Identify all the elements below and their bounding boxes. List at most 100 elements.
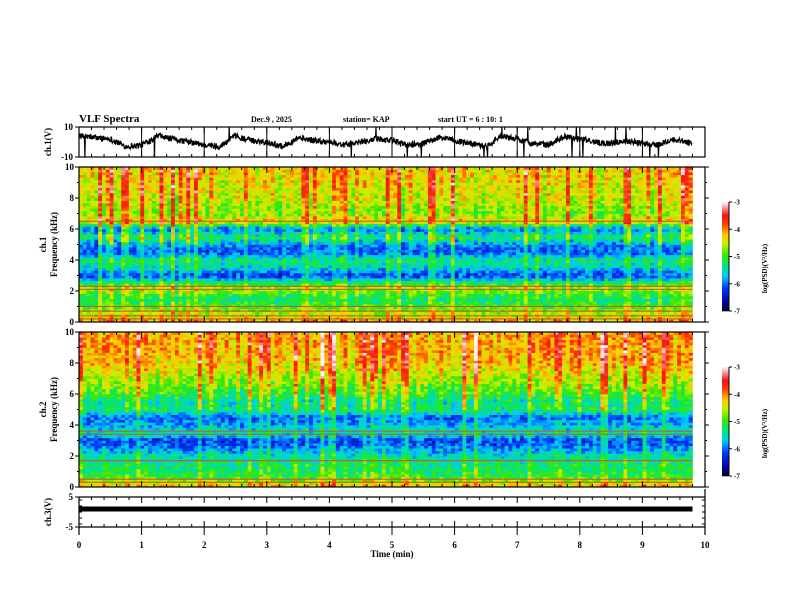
spectrogram-cell [86, 169, 91, 173]
spectrogram-cell [128, 205, 133, 209]
spectrogram-cell [205, 293, 210, 297]
spectrogram-cell [136, 272, 141, 276]
spectrogram-cell [144, 283, 149, 287]
spectrogram-cell [182, 231, 187, 235]
spectrogram-cell [270, 192, 275, 196]
spectrogram-cell [278, 239, 283, 243]
spectrogram-cell [286, 172, 291, 176]
spectrogram-cell [90, 283, 95, 287]
spectrogram-cell [247, 198, 252, 201]
spectrogram-cell [240, 285, 245, 289]
spectrogram-cell [347, 223, 352, 227]
spectrogram-cell [163, 216, 168, 219]
spectrogram-cell [155, 239, 160, 243]
spectrogram-cell [355, 179, 360, 183]
spectrogram-cell [347, 260, 352, 263]
spectrogram-cell [347, 270, 352, 274]
spectrogram-cell [297, 254, 302, 258]
spectrogram-cell [259, 223, 264, 227]
spectrogram-cell [251, 293, 256, 297]
spectrogram-cell [259, 260, 264, 263]
spectrogram-cell [105, 167, 110, 170]
spectrogram-cell [259, 311, 264, 315]
spectrogram-cell [286, 200, 291, 204]
spectrogram-cell [243, 187, 248, 191]
spectrogram-cell [370, 249, 375, 253]
spectrogram-cell [255, 283, 260, 287]
spectrogram-cell [228, 298, 233, 302]
spectrogram-cell [217, 221, 222, 225]
spectrogram-cell [197, 192, 202, 196]
spectrogram-cell [209, 260, 214, 263]
spectrogram-cell [370, 316, 375, 320]
spectrogram-cell [328, 241, 333, 245]
spectrogram-cell [320, 174, 325, 178]
spectrogram-cell [358, 309, 364, 312]
spectrogram-cell [243, 267, 248, 271]
spectrogram-cell [213, 301, 218, 305]
spectrogram-cell [121, 221, 126, 225]
spectrogram-cell [351, 190, 356, 194]
spectrogram-cell [171, 249, 176, 253]
spectrogram-cell [378, 216, 383, 219]
spectrogram-cell [293, 210, 298, 214]
spectrogram-cell [132, 265, 137, 269]
spectrogram-cell [90, 229, 95, 232]
spectrogram-cell [247, 239, 252, 243]
spectrogram-cell [335, 205, 341, 209]
spectrogram-cell [94, 187, 99, 191]
spectrogram-cell [167, 247, 172, 250]
spectrogram-cell [328, 262, 333, 266]
spectrogram-cell [305, 270, 310, 274]
spectrogram-cell [163, 270, 168, 274]
spectrogram-cell [385, 311, 390, 315]
spectrogram-cell [102, 285, 107, 289]
spectrogram-cell [266, 200, 272, 204]
spectrogram-cell [190, 306, 195, 310]
spectrogram-cell [121, 311, 126, 315]
spectrogram-cell [289, 252, 295, 256]
spectrogram-cell [297, 260, 302, 263]
spectrogram-cell [224, 213, 229, 217]
spectrogram-cell [224, 182, 229, 186]
spectrogram-cell [374, 244, 379, 248]
spectrogram-cell [194, 229, 199, 232]
spectrogram-cell [339, 306, 344, 310]
spectrogram-cell [159, 216, 164, 219]
spectrogram-cell [289, 260, 295, 263]
spectrogram-cell [343, 213, 348, 217]
spectrogram-cell [197, 182, 202, 186]
spectrogram-cell [197, 226, 202, 230]
spectrogram-cell [94, 275, 99, 279]
spectrogram-cell [102, 195, 107, 199]
spectrogram-cell [109, 309, 114, 312]
spectrogram-cell [167, 172, 172, 176]
spectrogram-cell [259, 254, 264, 258]
spectrogram-cell [113, 319, 118, 323]
spectrogram-cell [358, 177, 364, 181]
spectrogram-cell [255, 182, 260, 186]
spectrogram-cell [159, 257, 164, 261]
spectrogram-cell [266, 195, 272, 199]
spectrogram-cell [259, 316, 264, 320]
spectrogram-cell [385, 280, 390, 284]
spectrogram-cell [270, 167, 275, 170]
spectrogram-cell [320, 195, 325, 199]
spectrogram-cell [332, 285, 337, 289]
spectrogram-cell [178, 249, 183, 253]
spectrogram-cell [140, 280, 145, 284]
spectrogram-cell [366, 236, 371, 240]
spectrogram-cell [366, 203, 371, 207]
spectrogram-cell [270, 218, 275, 222]
spectrogram-cell [105, 265, 110, 269]
spectrogram-cell [351, 203, 356, 207]
spectrogram-cell [220, 179, 225, 183]
spectrogram-cell [102, 200, 107, 204]
spectrogram-cell [274, 185, 279, 188]
spectrogram-cell [243, 213, 248, 217]
spectrogram-cell [82, 216, 87, 219]
spectrogram-cell [82, 203, 87, 207]
spectrogram-cell [209, 298, 214, 302]
spectrogram-cell [270, 244, 275, 248]
spectrogram-cell [355, 241, 360, 245]
